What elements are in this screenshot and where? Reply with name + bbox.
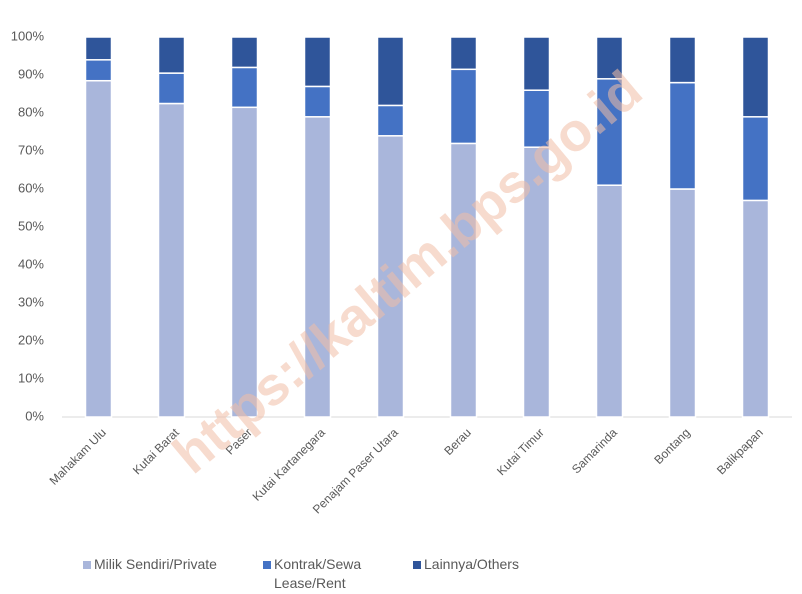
bar-segment [157,36,186,74]
y-tick-label: 100% [11,28,45,43]
legend-label: Lainnya/Others [424,556,519,572]
y-tick-label: 20% [18,332,44,347]
bar-segment [84,36,113,61]
legend-swatch [413,561,421,569]
x-tick-label: Berau [441,425,474,458]
bar-segment [741,116,770,202]
x-tick-label: Kutai Timur [494,425,547,478]
y-tick-label: 80% [18,104,44,119]
bar-segment [84,59,113,82]
x-tick-label: Kutai Kartanegara [250,425,329,504]
bar-segment [303,116,332,418]
y-tick-label: 10% [18,370,44,385]
y-tick-label: 90% [18,66,44,81]
y-tick-label: 0% [25,408,44,423]
bar-segment [303,85,332,118]
x-tick-label: Balikpapan [714,425,766,477]
bar-segment [230,66,259,109]
bar-segment [668,188,697,418]
bar-segment [157,72,186,105]
bar-segment [595,184,624,418]
legend-swatch [263,561,271,569]
y-tick-label: 70% [18,142,44,157]
legend-label: Milik Sendiri/Private [94,556,217,572]
bar-segment [741,36,770,118]
y-tick-label: 60% [18,180,44,195]
bar-segment [668,36,697,84]
x-tick-label: Bontang [651,425,693,467]
bar-segment [449,142,478,418]
bar-segment [595,78,624,186]
bar-segment [668,81,697,190]
legend-label: Kontrak/Sewa Lease/Rent [274,556,362,591]
x-tick-label: Samarinda [569,425,620,476]
bar-segment [230,36,259,69]
y-tick-label: 30% [18,294,44,309]
x-tick-label: Mahakam Ulu [47,425,109,487]
y-tick-label: 40% [18,256,44,271]
bar-segment [449,36,478,71]
bar-segment [84,79,113,418]
bar-segment [230,106,259,418]
bar-segment [522,36,551,91]
bar-segment [157,102,186,418]
legend-swatch [83,561,91,569]
bar-segment [522,146,551,418]
bar-segment [449,68,478,145]
bar-segment [376,36,405,107]
bar-segment [376,135,405,418]
bar-segment [376,104,405,137]
bar-segment [303,36,332,88]
y-tick-label: 50% [18,218,44,233]
bar-segment [741,199,770,418]
bar-segment [522,89,551,148]
bar-segment [595,36,624,80]
